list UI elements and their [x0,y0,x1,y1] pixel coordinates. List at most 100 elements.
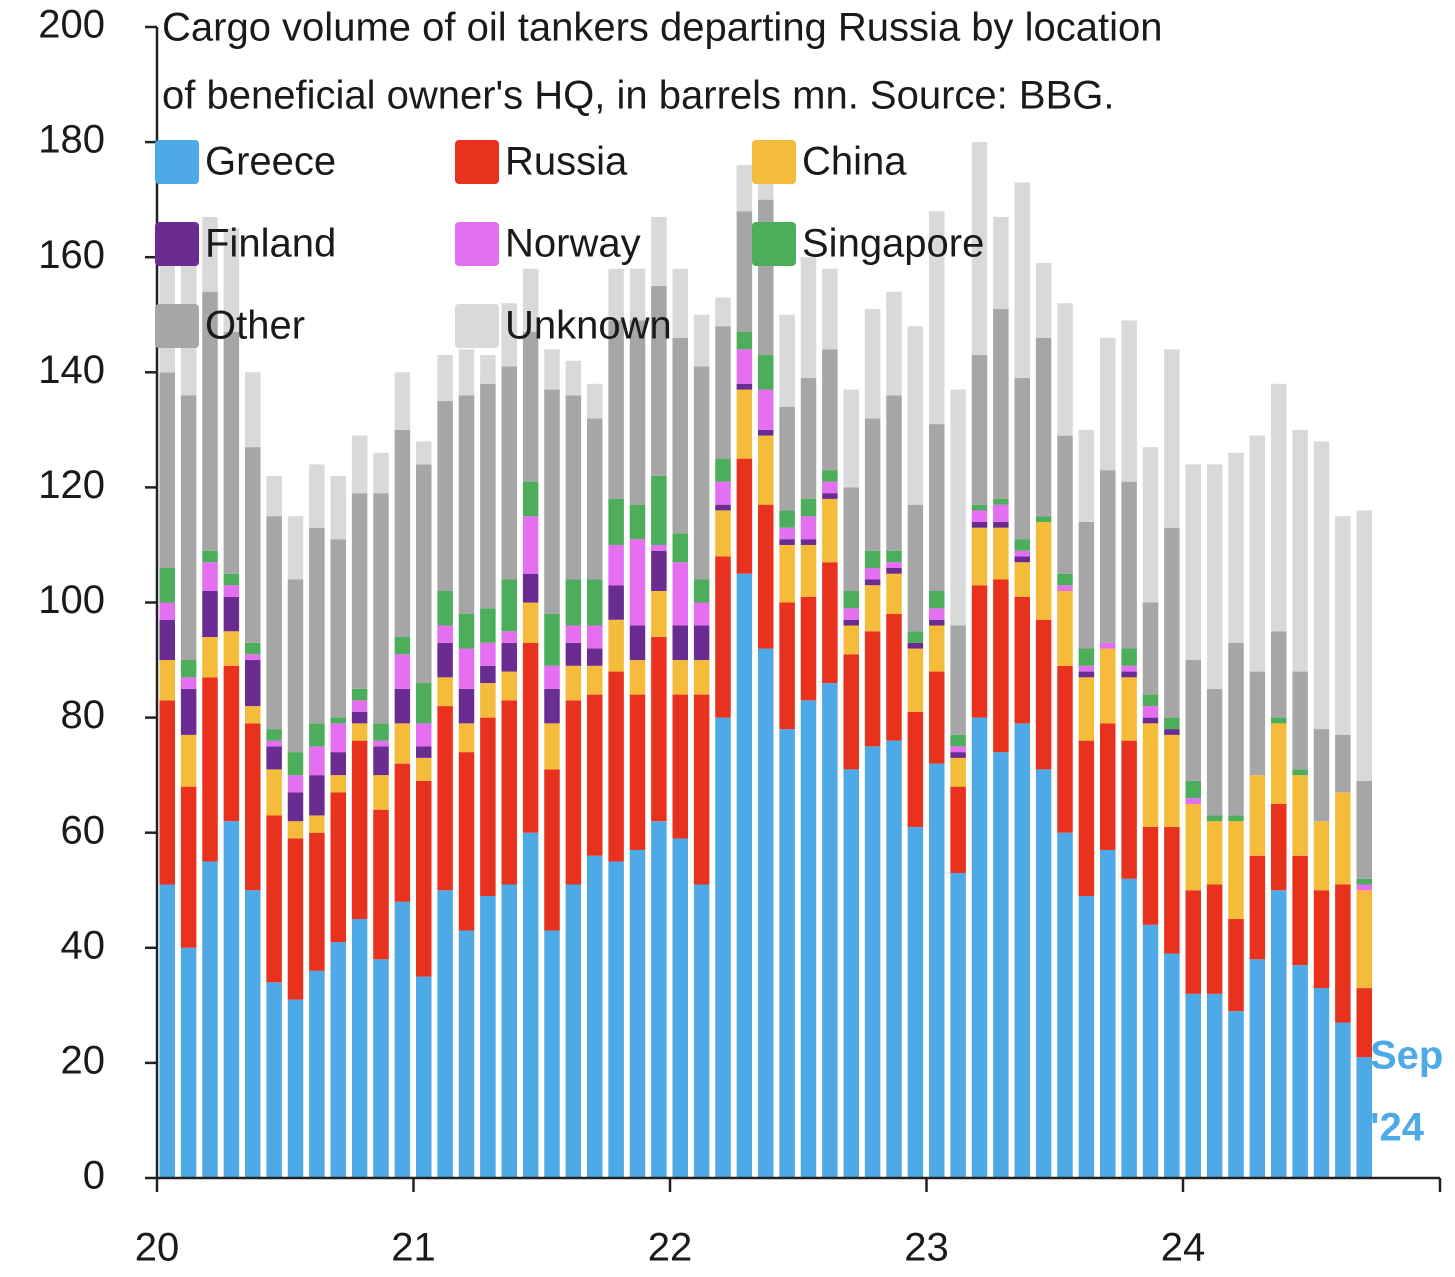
bar-segment [587,648,603,666]
bar-segment [758,435,774,505]
bar-segment [437,642,453,678]
bar-segment [1121,677,1137,741]
bar-segment [950,872,966,1178]
bar-segment [929,671,945,764]
bar-segment [800,498,817,517]
bar-segment [501,366,517,580]
bar-segment [394,901,411,1178]
x-tick-label: 20 [135,1226,180,1270]
bar-segment [886,567,902,574]
y-tick-label: 100 [38,578,105,622]
bar-segment [864,746,881,1178]
bar-segment [929,211,945,425]
bar-segment [672,337,688,534]
bar-segment [287,752,304,776]
bar-segment [330,752,346,776]
y-tick-label: 200 [38,3,105,47]
bar-segment [394,688,411,724]
bar-segment [864,585,881,632]
bar-segment [587,665,603,695]
bar-segment [715,504,731,511]
bar-segment [1100,648,1116,724]
bar-segment [993,527,1009,580]
bar-segment [950,389,966,626]
bar-segment [1292,965,1308,1178]
bar-segment [309,464,325,528]
bar-segment [522,602,539,643]
bar-segment [501,579,517,632]
bar-segment [886,740,902,1178]
bar-segment [522,332,539,482]
bar-segment [608,544,624,586]
bar-segment [458,723,475,753]
bar-segment [1271,890,1287,1178]
bar-segment [758,648,774,1178]
bar-segment [1292,769,1308,776]
bar-segment [351,723,368,741]
bar-segment [693,694,710,885]
bar-segment [373,493,389,724]
bar-segment [971,585,988,718]
bar-segment [608,861,624,1178]
bar-segment [458,930,475,1178]
bar-segment [907,326,924,505]
legend-swatch [455,222,499,266]
legend-swatch [752,222,796,266]
bar-segment [950,752,966,758]
bar-segment [266,815,282,983]
bar-segment [651,216,667,286]
bar-segment [1313,890,1330,989]
bar-segment [1271,383,1287,632]
bar-segment [159,884,175,1178]
legend-label: Other [205,304,305,348]
bar-segment [1142,924,1159,1178]
bar-segment [416,441,432,465]
bar-segment [971,355,988,505]
bar-segment [1014,723,1030,1178]
bar-segment [1057,303,1073,436]
bar-segment [501,631,517,643]
bar-segment [501,884,517,1178]
bar-segment [501,671,517,701]
bar-segment [330,539,346,718]
bar-segment [1100,723,1116,850]
bar-segment [843,619,859,626]
bar-segment [245,723,261,891]
bar-segment [629,694,646,850]
bar-segment [736,211,753,333]
bar-segment [993,498,1009,505]
legend-label: China [802,140,907,184]
bars [159,142,1372,1178]
bar-segment [1100,337,1116,471]
bar-segment [800,700,817,1178]
bar-segment [223,228,240,333]
bar-segment [822,349,838,471]
bar-segment [971,510,988,522]
bar-segment [800,596,817,701]
bar-segment [458,648,475,689]
bar-segment [287,775,304,793]
bar-segment [736,389,753,459]
bar-segment [843,625,859,655]
bar-segment [1185,803,1201,891]
bar-segment [715,297,731,327]
bar-segment [373,809,389,960]
bar-segment [1100,642,1116,649]
bar-segment [715,717,731,1178]
bar-segment [437,890,453,1178]
bar-segment [715,510,731,557]
bar-segment [971,504,988,511]
bar-segment [330,942,346,1178]
bar-segment [779,544,795,603]
bar-segment [245,890,261,1178]
bar-segment [1356,510,1372,781]
bar-segment [1057,590,1073,666]
bar-segment [715,458,731,482]
bar-segment [1356,878,1372,885]
bar-segment [864,631,881,747]
x-tick-label: 21 [391,1226,436,1270]
bar-segment [886,550,902,563]
bar-segment [437,625,453,643]
bar-segment [929,608,945,620]
bar-segment [437,355,453,402]
